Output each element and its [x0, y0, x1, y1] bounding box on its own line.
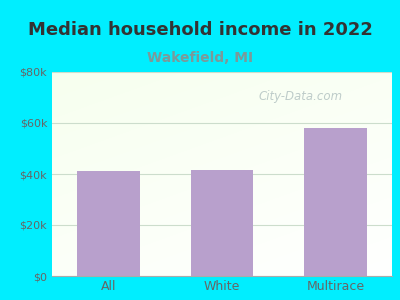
Text: Wakefield, MI: Wakefield, MI: [147, 51, 253, 65]
Text: Median household income in 2022: Median household income in 2022: [28, 21, 372, 39]
Text: City-Data.com: City-Data.com: [258, 90, 342, 103]
Bar: [304, 128, 366, 276]
Bar: [191, 170, 253, 276]
Bar: [78, 171, 140, 276]
